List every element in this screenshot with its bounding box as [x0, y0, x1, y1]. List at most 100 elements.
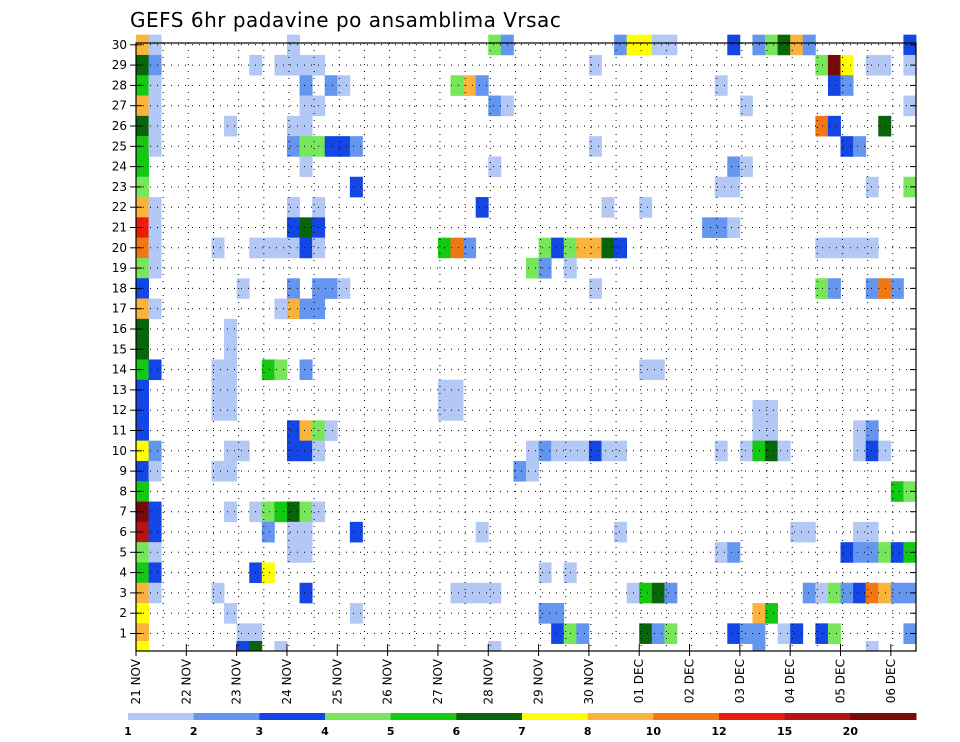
colorbar-swatch — [719, 713, 786, 720]
heatmap-cell — [802, 582, 816, 604]
heatmap-cell — [714, 75, 728, 96]
chart-title: GEFS 6hr padavine po ansamblima Vrsac — [130, 8, 561, 32]
heatmap-cell — [853, 420, 867, 441]
heatmap-cell — [148, 521, 162, 543]
y-tick-label: 25 — [112, 139, 127, 153]
heatmap-cell — [475, 75, 489, 96]
heatmap-cell — [664, 582, 678, 604]
heatmap-cell — [261, 521, 275, 543]
y-tick-label: 2 — [119, 606, 127, 620]
heatmap-cell — [752, 440, 766, 462]
colorbar-swatch — [653, 713, 720, 720]
y-tick-label: 9 — [119, 464, 127, 478]
heatmap-cell — [903, 623, 917, 644]
heatmap-cell — [488, 156, 502, 178]
colorbar-label: 8 — [584, 725, 592, 738]
colorbar-label: 20 — [843, 725, 859, 738]
heatmap-cell — [727, 156, 741, 178]
heatmap-cell — [752, 641, 766, 652]
heatmap-cell — [538, 257, 552, 279]
heatmap-cell — [148, 582, 162, 604]
heatmap-cell — [136, 197, 149, 218]
heatmap-cell — [148, 54, 162, 76]
heatmap-cell — [727, 176, 741, 198]
heatmap-cell — [526, 460, 539, 482]
heatmap-cell — [777, 623, 791, 644]
heatmap-cell — [148, 460, 162, 482]
heatmap-cell — [752, 420, 766, 441]
heatmap-cell — [714, 542, 728, 563]
heatmap-cell — [903, 95, 917, 117]
heatmap-cell — [752, 603, 766, 624]
y-tick-label: 16 — [112, 322, 127, 336]
heatmap-cell — [790, 623, 804, 644]
colorbar-label: 12 — [711, 725, 726, 738]
x-tick-label: 06 DEC — [884, 659, 898, 703]
heatmap-cell — [136, 501, 149, 523]
heatmap-cell — [739, 623, 753, 644]
heatmap-cell — [588, 54, 602, 76]
heatmap-cell — [765, 440, 779, 462]
colorbar-label: 15 — [777, 725, 792, 738]
heatmap-cell — [815, 115, 829, 137]
y-tick-label: 23 — [112, 180, 127, 194]
heatmap-cell — [211, 460, 225, 482]
heatmap-cell — [286, 521, 300, 543]
heatmap-cell — [274, 501, 288, 523]
x-tick-label: 26 NOV — [381, 658, 395, 704]
y-tick-label: 5 — [119, 545, 127, 559]
heatmap-cell — [765, 400, 779, 421]
heatmap-cell — [488, 95, 502, 117]
heatmap-cell — [286, 501, 300, 523]
heatmap-cell — [853, 136, 867, 157]
colorbar-label: 7 — [518, 725, 526, 738]
heatmap-cell — [148, 115, 162, 137]
heatmap-cell — [739, 156, 753, 178]
heatmap-cell — [475, 521, 489, 543]
heatmap-cell — [286, 278, 300, 299]
heatmap-cell — [551, 623, 565, 644]
heatmap-cell — [286, 237, 300, 259]
heatmap-cell — [274, 359, 288, 381]
heatmap-cell — [878, 440, 892, 462]
heatmap-cell — [614, 440, 628, 462]
heatmap-cell — [299, 440, 313, 462]
colorbar-swatch — [456, 713, 523, 720]
heatmap-cell — [588, 278, 602, 299]
heatmap-cell — [777, 440, 791, 462]
colorbar-label: 2 — [190, 725, 198, 738]
y-tick-label: 20 — [112, 241, 127, 255]
y-tick-label: 8 — [119, 484, 127, 498]
heatmap-cell — [224, 400, 238, 421]
colorbar-label: 1 — [124, 725, 132, 738]
heatmap-cell — [714, 176, 728, 198]
colorbar-label: 10 — [646, 725, 662, 738]
heatmap-cell — [865, 54, 879, 76]
heatmap-cell — [136, 156, 149, 178]
heatmap-cell — [211, 237, 225, 259]
x-tick-label: 27 NOV — [431, 658, 445, 704]
heatmap-cell — [136, 54, 149, 76]
heatmap-cells — [136, 34, 917, 652]
heatmap-cell — [802, 34, 816, 56]
y-tick-label: 10 — [112, 444, 127, 458]
y-tick-label: 15 — [112, 342, 127, 356]
heatmap-cell — [224, 440, 238, 462]
heatmap-cell — [286, 197, 300, 218]
heatmap-cell — [588, 136, 602, 157]
heatmap-cell — [148, 298, 162, 320]
heatmap-cell — [727, 623, 741, 644]
heatmap-cell — [865, 237, 879, 259]
heatmap-cell — [148, 440, 162, 462]
heatmap-cell — [299, 521, 313, 543]
heatmap-cell — [286, 54, 300, 76]
heatmap-cell — [639, 623, 653, 644]
heatmap-cell — [224, 339, 238, 360]
heatmap-cell — [865, 176, 879, 198]
colorbar-swatch — [325, 713, 392, 720]
heatmap-cell — [299, 542, 313, 563]
heatmap-cell — [450, 379, 464, 401]
heatmap-cell — [865, 582, 879, 604]
heatmap-cell — [286, 34, 300, 56]
heatmap-cell — [865, 278, 879, 299]
